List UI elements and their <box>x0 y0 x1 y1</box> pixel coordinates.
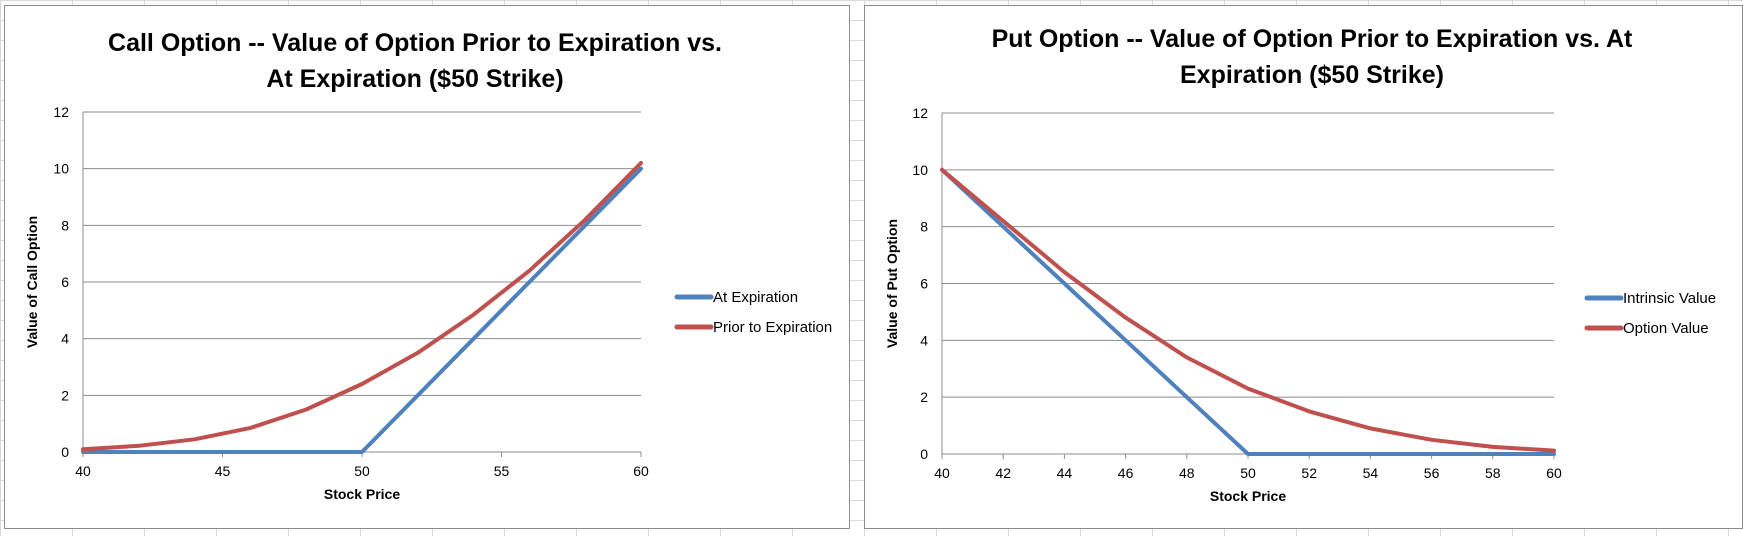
x-tick-label: 46 <box>1118 465 1134 481</box>
legend-label: At Expiration <box>713 289 798 306</box>
series-line-option-value <box>940 167 1556 453</box>
x-tick-label: 45 <box>215 463 231 479</box>
series-line-prior-to-expiration <box>81 161 643 452</box>
y-tick-label: 2 <box>920 389 928 405</box>
y-axis-title: Value of Put Option <box>884 219 900 348</box>
series-line-intrinsic-value <box>940 167 1556 456</box>
x-tick-label: 40 <box>934 465 950 481</box>
chart-title-line: Expiration ($50 Strike) <box>1180 61 1444 89</box>
x-tick-label: 50 <box>354 463 370 479</box>
y-tick-label: 4 <box>920 332 928 348</box>
x-tick-label: 44 <box>1057 465 1073 481</box>
legend-label: Option Value <box>1623 320 1709 337</box>
x-tick-label: 56 <box>1424 465 1440 481</box>
x-tick-label: 52 <box>1301 465 1317 481</box>
y-tick-label: 0 <box>61 444 69 460</box>
y-tick-label: 8 <box>920 219 928 235</box>
y-tick-label: 6 <box>61 274 69 290</box>
y-axis-title: Value of Call Option <box>24 216 40 348</box>
x-axis-title: Stock Price <box>324 486 400 502</box>
y-tick-label: 12 <box>53 104 69 120</box>
y-tick-label: 12 <box>912 105 928 121</box>
chart-title-line: Call Option -- Value of Option Prior to … <box>108 29 722 57</box>
x-tick-label: 40 <box>75 463 91 479</box>
x-tick-label: 58 <box>1485 465 1501 481</box>
x-tick-label: 60 <box>633 463 649 479</box>
chart-title-line: Put Option -- Value of Option Prior to E… <box>992 25 1633 53</box>
y-tick-label: 8 <box>61 217 69 233</box>
put-option-chart[interactable]: Put Option -- Value of Option Prior to E… <box>864 5 1743 529</box>
x-tick-label: 50 <box>1240 465 1256 481</box>
y-tick-label: 10 <box>53 161 69 177</box>
legend-label: Intrinsic Value <box>1623 290 1716 307</box>
x-tick-label: 48 <box>1179 465 1195 481</box>
y-tick-label: 4 <box>61 331 69 347</box>
x-axis-title: Stock Price <box>1210 488 1286 504</box>
put-option-chart-svg: Put Option -- Value of Option Prior to E… <box>884 25 1716 504</box>
legend-label: Prior to Expiration <box>713 319 832 336</box>
call-option-chart-svg: Call Option -- Value of Option Prior to … <box>24 29 832 502</box>
y-tick-label: 0 <box>920 446 928 462</box>
x-tick-label: 60 <box>1546 465 1562 481</box>
x-tick-label: 55 <box>494 463 510 479</box>
y-tick-label: 10 <box>912 162 928 178</box>
series-line-at-expiration <box>81 166 643 454</box>
call-option-chart[interactable]: Call Option -- Value of Option Prior to … <box>4 5 850 529</box>
chart-title-line: At Expiration ($50 Strike) <box>266 65 563 93</box>
x-tick-label: 54 <box>1363 465 1379 481</box>
y-tick-label: 2 <box>61 387 69 403</box>
x-tick-label: 42 <box>995 465 1011 481</box>
y-tick-label: 6 <box>920 276 928 292</box>
